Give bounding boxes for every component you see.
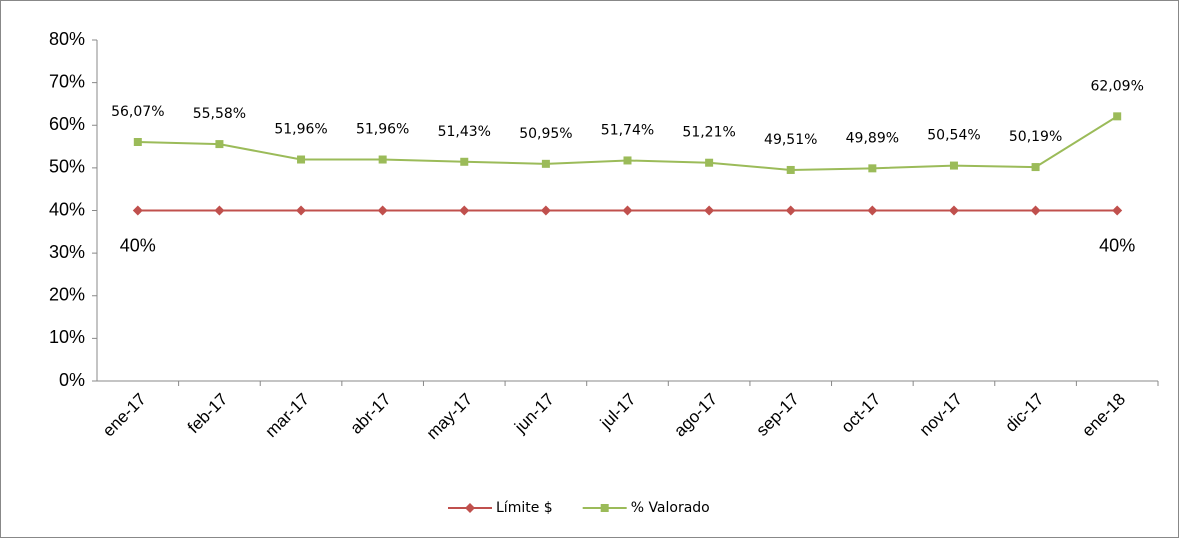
marker	[133, 138, 142, 147]
legend-label: Límite $	[496, 500, 553, 516]
data-label: 40%	[120, 235, 156, 255]
marker	[214, 205, 225, 216]
marker	[623, 156, 632, 165]
data-label: 62,09%	[1090, 78, 1143, 94]
marker	[132, 205, 143, 216]
marker	[460, 157, 469, 166]
marker	[540, 205, 551, 216]
marker	[949, 161, 958, 170]
data-label: 51,21%	[682, 125, 735, 141]
data-label: 51,43%	[438, 124, 491, 140]
marker	[786, 165, 795, 174]
marker	[704, 205, 715, 216]
data-label: 40%	[1099, 235, 1135, 255]
marker	[215, 140, 224, 149]
marker	[459, 205, 470, 216]
legend-marker	[600, 504, 609, 512]
marker	[1030, 205, 1041, 216]
marker	[785, 205, 796, 216]
y-tick-label: 70%	[49, 71, 85, 91]
marker	[377, 205, 388, 216]
marker	[705, 158, 714, 167]
legend-marker	[465, 503, 475, 513]
y-tick-label: 10%	[49, 327, 85, 347]
y-tick-label: 60%	[49, 114, 85, 134]
data-label: 51,74%	[601, 122, 654, 138]
marker	[948, 205, 959, 216]
legend-label: % Valorado	[631, 500, 710, 516]
data-label: 50,95%	[519, 126, 572, 142]
y-tick-label: 30%	[49, 242, 85, 262]
marker	[867, 205, 878, 216]
marker	[1031, 163, 1040, 172]
y-tick-label: 40%	[49, 199, 85, 219]
y-tick-label: 0%	[59, 370, 85, 390]
marker	[378, 155, 387, 164]
marker	[868, 164, 877, 173]
marker	[622, 205, 633, 216]
marker	[296, 205, 307, 216]
y-tick-label: 50%	[49, 157, 85, 177]
data-label: 51,96%	[356, 122, 409, 138]
data-label: 49,51%	[764, 132, 817, 148]
data-label: 51,96%	[274, 122, 327, 138]
data-label: 56,07%	[111, 104, 164, 120]
marker	[1113, 112, 1122, 121]
marker	[541, 159, 550, 168]
marker	[297, 155, 306, 164]
data-label: 55,58%	[193, 106, 246, 122]
data-label: 50,54%	[927, 128, 980, 144]
y-tick-label: 80%	[49, 29, 85, 49]
y-tick-label: 20%	[49, 285, 85, 305]
data-label: 50,19%	[1009, 129, 1062, 145]
data-label: 49,89%	[846, 130, 899, 146]
marker	[1112, 205, 1123, 216]
